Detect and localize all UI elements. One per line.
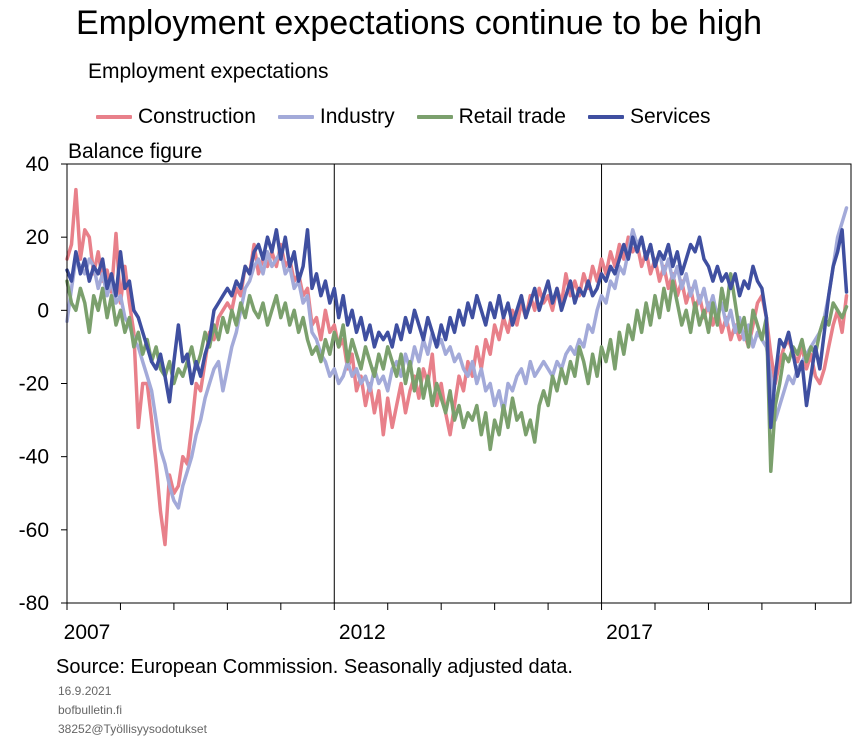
y-tick-label: -40 [19,446,49,469]
legend-item-services: Services [587,105,711,129]
y-tick-label: -20 [19,373,49,396]
y-tick-label: 40 [26,153,49,176]
legend-item-construction: Construction [96,105,256,129]
y-tick-label: 20 [26,226,49,249]
y-tick-label: -60 [19,519,49,542]
legend-label-industry: Industry [319,105,395,128]
grid-lines [333,164,603,603]
legend: Construction Industry Retail trade Servi… [96,103,733,131]
y-tick-label: 0 [37,299,49,322]
x-tick-label-2012: 2012 [339,621,386,644]
legend-item-industry: Industry [277,105,395,129]
y-axis-ticks: 40 20 0 -20 -40 -60 -80 [19,153,67,615]
legend-swatch-services [587,115,624,119]
series-line-services [65,228,849,430]
legend-swatch-construction [96,115,132,119]
x-tick-label-2017: 2017 [606,621,653,644]
series-line-retail-trade [65,272,849,474]
legend-swatch-retail-trade [416,115,453,119]
website: bofbulletin.fi [58,703,123,717]
x-tick-label-2007: 2007 [64,621,111,644]
chart-id: 38252@Työllisyysodotukset [58,722,207,736]
legend-label-retail-trade: Retail trade [458,105,566,128]
chart-subtitle: Employment expectations [88,60,329,83]
y-axis-label: Balance figure [68,140,203,163]
source-note: Source: European Commission. Seasonally … [56,656,573,678]
series-lines [65,187,849,547]
legend-label-construction: Construction [138,105,256,128]
x-axis-ticks: 2007 2012 2017 [64,603,816,644]
chart-title: Employment expectations continue to be h… [76,4,763,42]
y-tick-label: -80 [19,592,49,615]
legend-swatch-industry [277,115,314,119]
publication-date: 16.9.2021 [58,684,112,698]
legend-item-retail-trade: Retail trade [416,105,566,129]
legend-label-services: Services [629,105,711,128]
